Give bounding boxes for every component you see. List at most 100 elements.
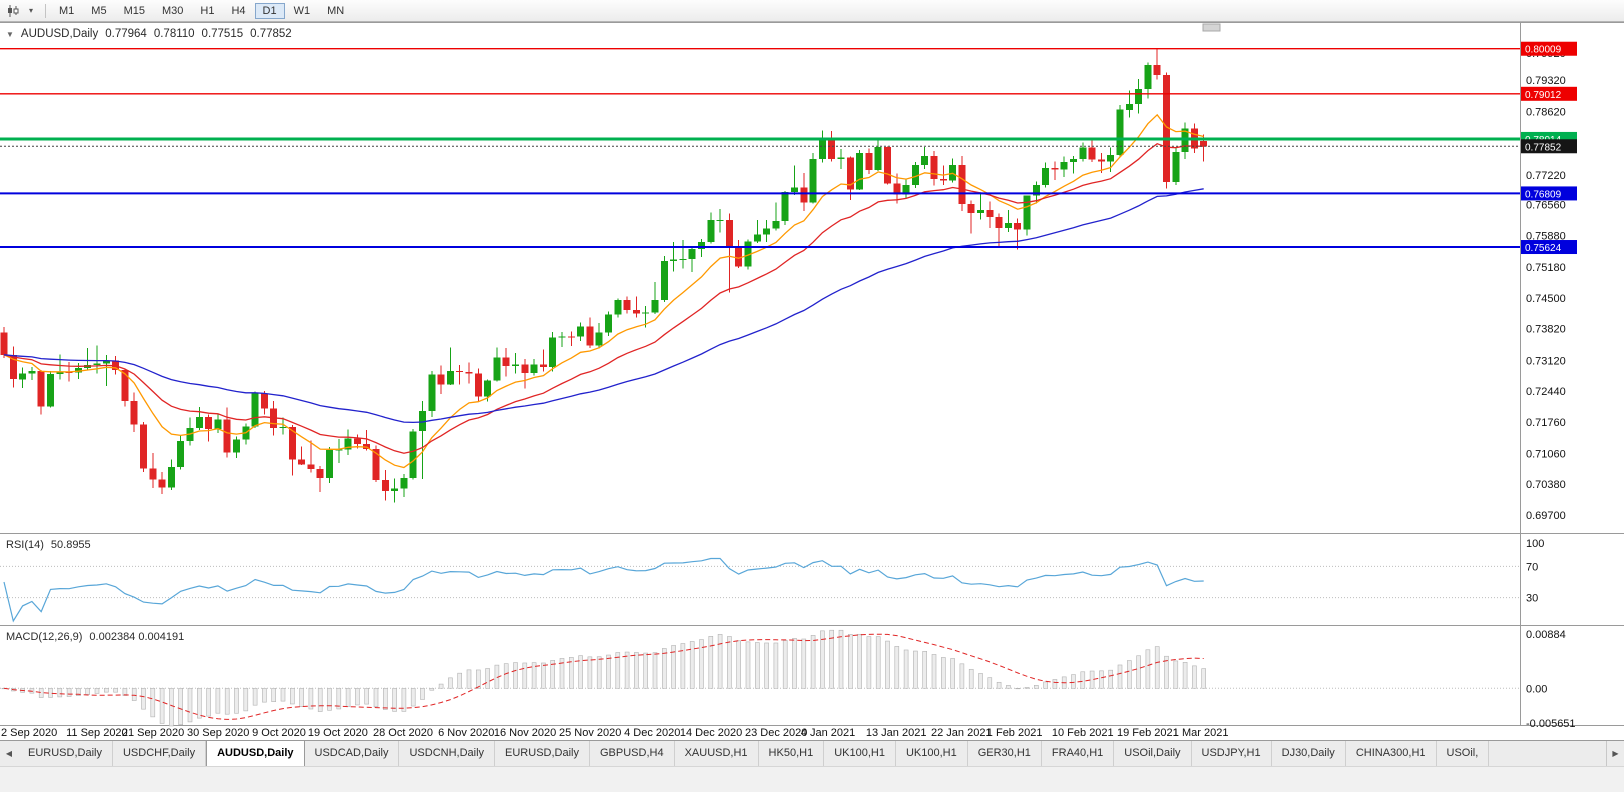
- timeframe-button-mn[interactable]: MN: [319, 3, 352, 19]
- macd-histogram-bar: [754, 642, 760, 689]
- symbol-tab-china300-h1[interactable]: CHINA300,H1: [1346, 741, 1437, 766]
- macd-signal-line: [3, 633, 1204, 720]
- price-axis-label: 0.76560: [1526, 200, 1566, 212]
- symbol-tab-usdjpy-h1[interactable]: USDJPY,H1: [1192, 741, 1272, 766]
- macd-histogram-bar: [345, 687, 351, 707]
- candlestick-glyph: [8, 4, 19, 17]
- symbol-tab-eurusd-daily[interactable]: EURUSD,Daily: [18, 741, 113, 766]
- symbol-tab-usdchf-daily[interactable]: USDCHF,Daily: [113, 741, 207, 766]
- symbol-tab-dj30-daily[interactable]: DJ30,Daily: [1272, 741, 1346, 766]
- collapse-chart-icon[interactable]: ▼: [6, 29, 14, 39]
- candle-body: [391, 488, 399, 491]
- macd-histogram-bar: [550, 660, 556, 689]
- chart-scroll-thumb[interactable]: [1202, 23, 1221, 32]
- tabs-scroll-left-icon[interactable]: ◀: [5, 749, 13, 758]
- candle-body: [967, 203, 975, 213]
- price-axis-label: 0.71060: [1526, 448, 1566, 460]
- symbol-tab-hk50-h1[interactable]: HK50,H1: [759, 741, 825, 766]
- macd-histogram-bar: [829, 629, 835, 689]
- symbol-tab-usoil-daily[interactable]: USOil,Daily: [1114, 741, 1192, 766]
- macd-histogram-bar: [187, 687, 193, 723]
- candle-body: [0, 332, 8, 355]
- macd-histogram-bar: [764, 642, 769, 689]
- macd-histogram-bar: [894, 646, 900, 689]
- symbol-tab-usdcad-daily[interactable]: USDCAD,Daily: [305, 741, 400, 766]
- candle-body: [19, 373, 27, 380]
- timeframe-button-m5[interactable]: M5: [83, 3, 114, 19]
- rsi-scale-label: 70: [1526, 561, 1538, 573]
- macd-values: 0.002384 0.004191: [89, 631, 185, 643]
- macd-histogram-bar: [559, 658, 565, 689]
- date-axis-label: 11 Sep 2020: [66, 727, 128, 739]
- symbol-tab-fra40-h1[interactable]: FRA40,H1: [1042, 741, 1115, 766]
- symbol-tab-uk100-h1[interactable]: UK100,H1: [824, 741, 896, 766]
- dropdown-caret-icon[interactable]: ▾: [28, 6, 33, 15]
- macd-histogram-bar: [699, 639, 704, 689]
- candle-body: [660, 261, 668, 301]
- timeframe-button-m15[interactable]: M15: [116, 3, 153, 19]
- candle-body: [409, 431, 417, 478]
- price-axis-label: 0.75880: [1526, 230, 1566, 242]
- tabs-scroll-right-icon[interactable]: ▶: [1606, 741, 1624, 766]
- date-axis-label: 25 Nov 2020: [559, 727, 621, 739]
- macd-histogram-bar: [317, 687, 323, 712]
- ohlc-open: 0.77964: [105, 28, 147, 40]
- macd-histogram-bar: [820, 630, 825, 689]
- price-axis-label: 0.73120: [1526, 355, 1566, 367]
- symbol-tab-audusd-daily[interactable]: AUDUSD,Daily: [206, 741, 305, 766]
- candle-body: [130, 401, 138, 425]
- candle-body: [512, 364, 519, 367]
- candle-body: [326, 450, 333, 478]
- ohlc-close: 0.77852: [250, 28, 292, 40]
- candle-body: [37, 371, 45, 407]
- symbol-tab-xauusd-h1[interactable]: XAUUSD,H1: [675, 741, 759, 766]
- candle-body: [651, 300, 659, 313]
- timeframe-button-m1[interactable]: M1: [51, 3, 82, 19]
- symbol-tab-usoil[interactable]: USOil,: [1437, 741, 1490, 766]
- candle-body: [474, 373, 482, 397]
- symbol-tab-eurusd-daily[interactable]: EURUSD,Daily: [495, 741, 590, 766]
- candle-body: [74, 367, 82, 373]
- candle-body: [251, 393, 259, 427]
- macd-histogram-bar: [271, 687, 277, 703]
- timeframe-button-h4[interactable]: H4: [223, 3, 253, 19]
- symbol-tab-uk100-h1[interactable]: UK100,H1: [896, 741, 968, 766]
- symbol-tab-ger30-h1[interactable]: GER30,H1: [968, 741, 1042, 766]
- macd-histogram-bar: [671, 645, 676, 689]
- timeframe-button-d1[interactable]: D1: [254, 2, 285, 19]
- macd-histogram-bar: [708, 636, 714, 689]
- candle-body: [372, 448, 380, 481]
- candle-body: [1060, 162, 1068, 170]
- macd-histogram-bar: [727, 636, 732, 689]
- macd-histogram-bar: [94, 687, 100, 694]
- macd-scale-label: 0.00884: [1526, 629, 1566, 641]
- candle-body: [753, 234, 761, 242]
- candle-body: [1032, 184, 1040, 196]
- symbol-tab-gbpusd-h4[interactable]: GBPUSD,H4: [590, 741, 675, 766]
- candle-body: [1144, 65, 1152, 89]
- timeframe-button-w1[interactable]: W1: [286, 3, 319, 19]
- candle-body: [958, 164, 966, 204]
- candle-body: [437, 374, 445, 385]
- macd-histogram-bar: [615, 652, 621, 689]
- timeframe-button-h1[interactable]: H1: [192, 3, 222, 19]
- macd-histogram-bar: [141, 687, 146, 710]
- macd-histogram-bar: [913, 650, 918, 689]
- candle-body: [419, 410, 426, 432]
- macd-histogram-bar: [866, 636, 872, 689]
- candle-body: [214, 419, 222, 429]
- date-axis-label: 1 Feb 2021: [987, 727, 1043, 739]
- price-axis-label: 0.71760: [1526, 417, 1566, 429]
- timeframe-button-m30[interactable]: M30: [154, 3, 191, 19]
- date-axis-label: 4 Dec 2020: [624, 727, 680, 739]
- macd-histogram-bar: [987, 677, 993, 689]
- rsi-line: [3, 557, 1204, 623]
- candle-body: [177, 441, 185, 467]
- price-chart[interactable]: 10070300.008840.00-0.0056510.799200.7932…: [0, 22, 1624, 740]
- candle-body: [791, 187, 798, 192]
- symbol-tab-usdcnh-daily[interactable]: USDCNH,Daily: [399, 741, 496, 766]
- candle-body: [930, 155, 938, 179]
- candle-body: [735, 248, 743, 267]
- macd-histogram-bar: [922, 651, 928, 689]
- chart-type-icon[interactable]: [4, 2, 22, 20]
